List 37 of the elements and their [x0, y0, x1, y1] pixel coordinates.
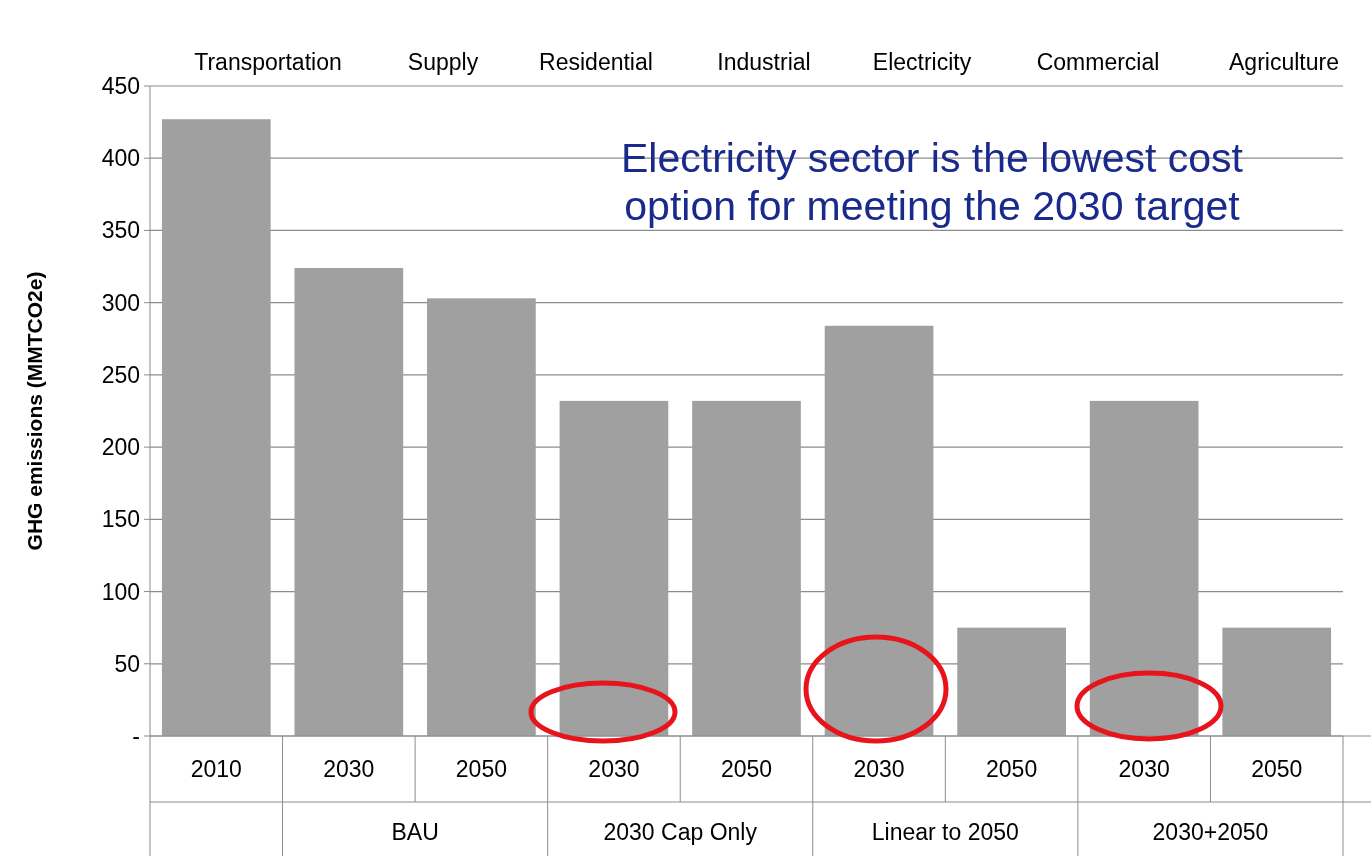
y-tick-label: 100 — [101, 578, 140, 605]
bar — [294, 268, 404, 736]
y-tick-label: 150 — [101, 506, 140, 533]
x-tick-label: 2030 — [853, 756, 905, 783]
y-tick-label: 300 — [101, 289, 140, 316]
x-tick-label: 2050 — [720, 756, 773, 783]
y-tick-label: 50 — [114, 650, 140, 677]
bar — [957, 627, 1066, 736]
text: Linear to 2050 — [871, 819, 1019, 845]
text: Commercial — [1036, 49, 1160, 75]
y-tick-label: 450 — [101, 73, 140, 100]
bar — [161, 119, 271, 736]
text: Agriculture — [1229, 49, 1339, 75]
text: Supply — [407, 49, 479, 75]
annotation: Electricity sector is the lowest cost option for meeting the 2030 target — [620, 135, 1244, 229]
bar — [427, 298, 536, 736]
x-tick-label: 2030 — [323, 756, 375, 783]
text: Transportation — [194, 49, 342, 75]
text: 2030 Cap Only — [603, 819, 758, 845]
y-axis-title: GHG emissions (MMTCO2e) — [23, 271, 46, 551]
y-tick-label: 350 — [101, 217, 140, 244]
y-tick-label: - — [132, 723, 140, 750]
x-tick-label: 2010 — [190, 756, 242, 783]
x-tick-label: 2050 — [1251, 756, 1303, 783]
bar — [692, 400, 801, 736]
x-tick-label: 2050 — [986, 756, 1038, 783]
text: BAU — [391, 819, 439, 845]
x-tick-label: 2030 — [588, 756, 640, 783]
x-tick-label: 2030 — [1118, 756, 1170, 783]
text: Residential — [539, 49, 653, 75]
text: Electricity — [872, 49, 972, 75]
y-tick-label: 250 — [101, 361, 140, 388]
text: Industrial — [717, 49, 811, 75]
y-tick-label: 400 — [101, 145, 140, 172]
x-tick-label: 2050 — [455, 756, 507, 783]
text: 2030+2050 — [1152, 819, 1269, 845]
y-tick-label: 200 — [101, 434, 140, 461]
